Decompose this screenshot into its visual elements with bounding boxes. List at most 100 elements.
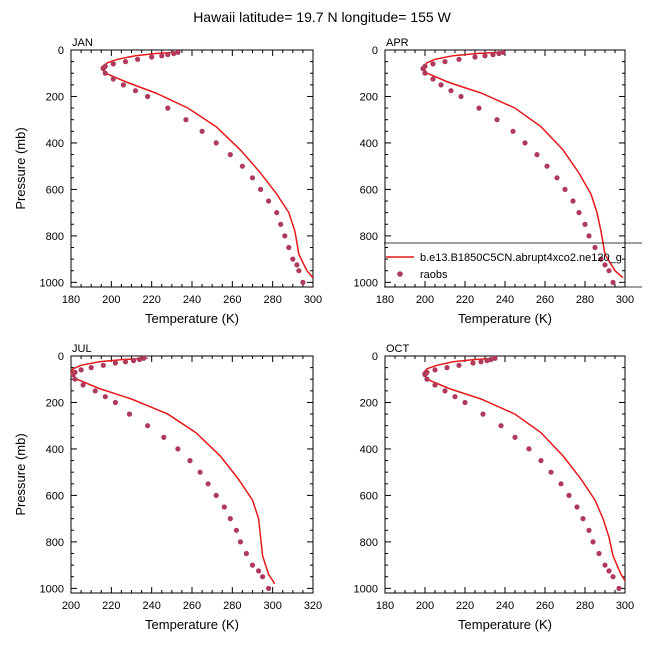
obs-point: [438, 82, 444, 88]
obs-point: [544, 163, 550, 169]
y-tick-label: 400: [46, 138, 64, 150]
obs-point: [456, 362, 462, 368]
obs-point: [586, 233, 592, 239]
obs-point: [610, 279, 616, 285]
y-tick-label: 1000: [40, 583, 64, 595]
y-tick-label: 0: [372, 45, 378, 57]
x-tick-label: 240: [496, 294, 514, 306]
obs-point: [574, 504, 580, 510]
obs-point: [112, 399, 118, 406]
obs-point: [266, 585, 272, 592]
panel-oct: 180 200 220 240 260 280 300 0 200 400 600 800 1000 OC…: [354, 343, 635, 632]
model-profile-line: [422, 51, 624, 279]
x-axis-label: Temperature (K): [458, 617, 552, 632]
y-tick-label: 600: [360, 184, 378, 196]
x-tick-label: 280: [576, 600, 594, 612]
obs-point: [286, 244, 292, 251]
obs-point: [606, 568, 612, 574]
y-tick-label: 200: [46, 91, 64, 103]
x-tick-label: 260: [536, 294, 554, 306]
obs-point: [576, 210, 582, 216]
obs-point: [554, 175, 560, 181]
plot-frame: [70, 49, 314, 288]
obs-point: [296, 268, 302, 274]
obs-point: [498, 423, 504, 429]
obs-point: [430, 76, 436, 82]
obs-point: [512, 434, 518, 440]
obs-point: [110, 76, 116, 82]
obs-point: [478, 359, 484, 365]
obs-point: [258, 186, 264, 192]
obs-point: [233, 527, 239, 533]
y-tick-label: 0: [372, 351, 378, 363]
obs-point: [88, 365, 94, 371]
obs-point: [422, 70, 428, 76]
obs-point: [510, 128, 516, 134]
obs-point: [470, 360, 476, 366]
y-tick-label: 200: [360, 91, 378, 103]
obs-point: [598, 256, 604, 262]
y-tick-label: 200: [46, 397, 64, 409]
panel-title: APR: [386, 37, 409, 49]
x-tick-label: 260: [183, 600, 201, 612]
obs-point: [256, 568, 262, 574]
obs-point: [165, 105, 171, 111]
x-tick-label: 220: [456, 600, 474, 612]
obs-point: [602, 262, 608, 268]
obs-point: [580, 516, 586, 522]
x-tick-label: 300: [616, 600, 634, 612]
obs-point: [149, 54, 155, 60]
obs-point: [442, 59, 448, 65]
x-tick-label: 300: [616, 294, 634, 306]
obs-point: [484, 358, 490, 364]
y-axis-label: Pressure (mb): [13, 433, 28, 515]
x-tick-label: 240: [142, 600, 160, 612]
obs-point: [132, 88, 139, 94]
obs-point: [70, 372, 76, 378]
panel-title: OCT: [386, 343, 410, 355]
obs-point: [197, 469, 203, 475]
obs-point: [205, 481, 211, 487]
obs-point: [548, 469, 554, 475]
plot-frame: [384, 355, 626, 594]
obs-point: [420, 66, 426, 72]
x-tick-label: 200: [62, 600, 80, 612]
obs-point: [570, 198, 576, 204]
obs-point: [100, 362, 106, 368]
y-tick-label: 800: [46, 231, 64, 243]
obs-point: [78, 367, 84, 373]
obs-point: [432, 367, 438, 373]
model-profile-line: [422, 357, 625, 582]
obs-point: [432, 382, 438, 388]
obs-point: [175, 446, 181, 452]
obs-point: [213, 492, 219, 498]
x-axis-label: Temperature (K): [145, 617, 239, 632]
model-profile-line: [71, 357, 276, 585]
obs-point: [171, 50, 177, 57]
obs-point: [538, 458, 544, 464]
obs-point: [159, 53, 165, 59]
obs-point: [490, 52, 496, 58]
x-tick-label: 200: [416, 294, 434, 306]
obs-point: [102, 70, 108, 76]
y-tick-label: 0: [58, 45, 64, 57]
x-tick-label: 220: [142, 294, 160, 306]
obs-point: [102, 394, 108, 400]
obs-point: [290, 256, 296, 262]
figure-title: Hawaii latitude= 19.7 N longitude= 155 W: [193, 9, 451, 25]
obs-point: [187, 458, 193, 464]
panel-jan: 180 200 220 240 260 280 300 0 200 400 600 800 1000 JA…: [13, 37, 322, 326]
obs-point: [462, 399, 468, 406]
obs-point: [496, 50, 502, 57]
obs-point: [145, 423, 151, 429]
obs-point: [534, 152, 540, 158]
obs-point: [137, 356, 143, 363]
obs-point: [92, 388, 98, 394]
obs-point: [522, 140, 528, 146]
obs-point: [422, 372, 428, 378]
obs-point: [274, 210, 280, 216]
obs-point: [456, 56, 462, 62]
obs-point: [300, 279, 306, 285]
x-tick-label: 180: [376, 294, 394, 306]
x-tick-label: 240: [183, 294, 201, 306]
